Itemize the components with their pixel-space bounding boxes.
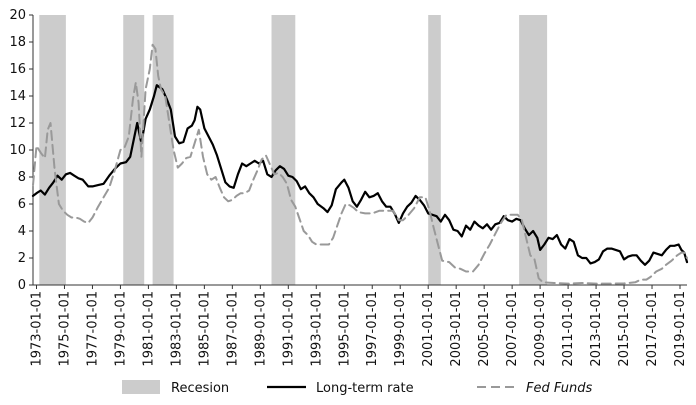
y-axis-ticks: 0 2 4 6 8 10 12 14 16 18 20 — [9, 8, 33, 293]
x-tick-label: 1985-01-01 — [197, 291, 212, 367]
legend: Recesion Long-term rate Fed Funds — [122, 380, 593, 396]
legend-swatch-recession — [122, 380, 160, 394]
x-tick-label: 2013-01-01 — [589, 291, 604, 367]
x-tick-label: 1977-01-01 — [85, 291, 100, 367]
recession-band-2 — [123, 15, 145, 285]
legend-label-long-term-rate: Long-term rate — [316, 381, 414, 396]
legend-label-recession: Recesion — [171, 381, 229, 396]
y-tick-label: 8 — [18, 170, 26, 185]
recession-layer — [39, 15, 548, 285]
x-tick-label: 1997-01-01 — [365, 291, 380, 367]
y-tick-label: 2 — [18, 251, 26, 266]
recession-band-3 — [152, 15, 174, 285]
x-tick-label: 2015-01-01 — [617, 291, 632, 367]
series-long-term-rate — [31, 84, 689, 266]
y-tick-label: 20 — [9, 8, 26, 23]
y-tick-label: 12 — [9, 116, 26, 131]
x-tick-label: 2005-01-01 — [477, 291, 492, 367]
x-tick-label: 1995-01-01 — [337, 291, 352, 367]
x-tick-label: 1989-01-01 — [253, 291, 268, 367]
series-layer — [31, 43, 689, 285]
x-tick-label: 1983-01-01 — [169, 291, 184, 367]
legend-label-fed-funds: Fed Funds — [526, 381, 593, 396]
x-tick-label: 1993-01-01 — [309, 291, 324, 367]
y-tick-label: 0 — [18, 278, 26, 293]
y-tick-label: 4 — [18, 224, 26, 239]
recession-band-4 — [271, 15, 296, 285]
x-tick-label: 1975-01-01 — [57, 291, 72, 367]
x-tick-label: 1981-01-01 — [141, 291, 156, 367]
x-tick-label: 2009-01-01 — [533, 291, 548, 367]
x-tick-label: 1979-01-01 — [113, 291, 128, 367]
x-tick-label: 2011-01-01 — [561, 291, 576, 367]
x-tick-label: 2003-01-01 — [449, 291, 464, 367]
series-fed-funds — [32, 43, 688, 285]
x-tick-label: 2007-01-01 — [505, 291, 520, 367]
recession-band-6 — [519, 15, 548, 285]
y-tick-label: 18 — [9, 35, 26, 50]
x-tick-label: 2017-01-01 — [645, 291, 660, 367]
x-tick-label: 2001-01-01 — [421, 291, 436, 367]
x-tick-label: 1991-01-01 — [281, 291, 296, 367]
y-tick-label: 6 — [18, 197, 26, 212]
y-tick-label: 14 — [9, 89, 26, 104]
x-tick-label: 1987-01-01 — [225, 291, 240, 367]
x-tick-label: 2019-01-01 — [673, 291, 688, 367]
y-tick-label: 16 — [9, 62, 26, 77]
x-axis-ticks: 1973-01-01 1975-01-01 1977-01-01 1979-01-01… — [29, 285, 688, 367]
y-tick-label: 10 — [9, 143, 26, 158]
x-tick-label: 1973-01-01 — [29, 291, 44, 367]
x-tick-label: 1999-01-01 — [393, 291, 408, 367]
